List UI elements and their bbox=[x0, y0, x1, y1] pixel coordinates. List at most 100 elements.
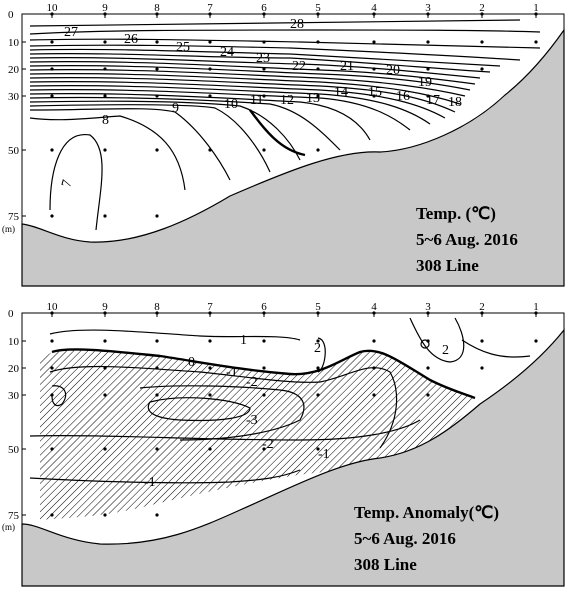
depth-tick-10: 10 bbox=[8, 336, 20, 348]
label-15: 15 bbox=[368, 85, 382, 100]
sample-point bbox=[208, 339, 212, 343]
label-plus2-right: 2 bbox=[442, 343, 449, 358]
sample-point bbox=[155, 67, 159, 71]
anomaly-zero-bold bbox=[51, 348, 476, 400]
sample-point bbox=[480, 67, 484, 71]
sample-point bbox=[208, 311, 212, 315]
isotherm-7 bbox=[49, 134, 103, 231]
label-21: 21 bbox=[340, 59, 354, 74]
sample-point bbox=[262, 393, 266, 397]
station-tick-5: 5 bbox=[315, 301, 321, 313]
anomaly-plus2-left bbox=[317, 337, 326, 373]
sample-points bbox=[50, 311, 538, 517]
sample-point bbox=[316, 366, 320, 370]
sample-point bbox=[534, 311, 538, 315]
label-9: 9 bbox=[172, 101, 179, 116]
label-zero: 0 bbox=[188, 355, 195, 370]
sample-point bbox=[50, 311, 54, 315]
sample-point bbox=[103, 12, 107, 16]
isotherm-18 bbox=[29, 73, 461, 105]
sample-point bbox=[316, 393, 320, 397]
sample-point bbox=[372, 40, 376, 44]
depth-tick-20: 20 bbox=[8, 363, 20, 375]
sample-point bbox=[103, 214, 107, 218]
sample-point bbox=[50, 447, 54, 451]
sample-point bbox=[208, 40, 212, 44]
label-minus1-lower: -1 bbox=[144, 475, 156, 490]
isotherm-13 bbox=[29, 93, 371, 141]
sample-point bbox=[155, 12, 159, 16]
label-27: 27 bbox=[64, 25, 78, 40]
sample-point bbox=[426, 12, 430, 16]
sample-point bbox=[103, 339, 107, 343]
depth-unit-label: (m) bbox=[2, 224, 15, 234]
label-11: 11 bbox=[250, 93, 263, 108]
sample-point bbox=[426, 311, 430, 315]
annotation-date: 5~6 Aug. 2016 bbox=[354, 529, 456, 548]
label-28: 28 bbox=[290, 17, 304, 32]
sample-point bbox=[316, 339, 320, 343]
sample-point bbox=[372, 67, 376, 71]
isotherm-17 bbox=[29, 77, 456, 113]
temperature-contours bbox=[29, 19, 541, 231]
sample-point bbox=[155, 94, 159, 98]
station-tick-8: 8 bbox=[154, 301, 160, 313]
sample-point bbox=[155, 447, 159, 451]
sample-point bbox=[155, 339, 159, 343]
anomaly-minus1 bbox=[49, 365, 398, 449]
sample-point bbox=[316, 94, 320, 98]
sample-point bbox=[50, 339, 54, 343]
sample-point bbox=[480, 339, 484, 343]
label-25: 25 bbox=[176, 40, 190, 55]
station-tick-1: 1 bbox=[533, 301, 539, 313]
label-12: 12 bbox=[280, 93, 294, 108]
isotherm-9 bbox=[29, 108, 231, 181]
label-plus1: 1 bbox=[240, 333, 247, 348]
anomaly-left-closed bbox=[51, 385, 67, 407]
sample-point bbox=[50, 148, 54, 152]
sample-point bbox=[208, 366, 212, 370]
sample-point bbox=[155, 513, 159, 517]
station-tick-4: 4 bbox=[371, 2, 377, 14]
sample-point bbox=[316, 67, 320, 71]
isotherm-16 bbox=[29, 81, 446, 119]
sample-point bbox=[426, 393, 430, 397]
label-23: 23 bbox=[256, 51, 270, 66]
annotation-line: 308 Line bbox=[354, 555, 417, 574]
isotherm-27 bbox=[29, 29, 541, 35]
label-20: 20 bbox=[386, 63, 400, 78]
station-tick-9: 9 bbox=[102, 2, 108, 14]
sample-point bbox=[50, 393, 54, 397]
panel-annotation: Temp. Anomaly(℃) 5~6 Aug. 2016 308 Line bbox=[354, 503, 499, 574]
sample-point bbox=[50, 366, 54, 370]
sample-point bbox=[480, 311, 484, 315]
sample-point bbox=[480, 366, 484, 370]
annotation-variable: Temp. Anomaly(℃) bbox=[354, 503, 499, 522]
sample-point bbox=[426, 94, 430, 98]
sample-point bbox=[262, 447, 266, 451]
sample-point bbox=[534, 40, 538, 44]
seabed-top bbox=[21, 28, 565, 287]
sample-point bbox=[103, 366, 107, 370]
sample-point bbox=[262, 339, 266, 343]
sample-point bbox=[103, 513, 107, 517]
panel-annotation: Temp. (℃) 5~6 Aug. 2016 308 Line bbox=[416, 204, 518, 275]
depth-tick-0: 0 bbox=[8, 308, 14, 320]
isotherm-22 bbox=[29, 57, 481, 79]
negative-anomaly-hatch bbox=[40, 349, 475, 520]
station-tick-1: 1 bbox=[533, 2, 539, 14]
sample-point bbox=[208, 67, 212, 71]
sample-point bbox=[103, 94, 107, 98]
depth-tick-0: 0 bbox=[8, 9, 14, 21]
sample-point bbox=[534, 339, 538, 343]
label-minus2: -2 bbox=[246, 375, 258, 390]
isotherm-28 bbox=[29, 19, 521, 27]
label-7: 7 bbox=[59, 178, 75, 189]
station-tick-2: 2 bbox=[479, 2, 485, 14]
sample-point bbox=[426, 339, 430, 343]
station-tick-3: 3 bbox=[425, 301, 431, 313]
contour-labels: 1 2 0 -1 -2 -3 -2 -1 2 -1 bbox=[144, 333, 449, 490]
depth-tick-20: 20 bbox=[8, 64, 20, 76]
label-8: 8 bbox=[102, 113, 109, 128]
